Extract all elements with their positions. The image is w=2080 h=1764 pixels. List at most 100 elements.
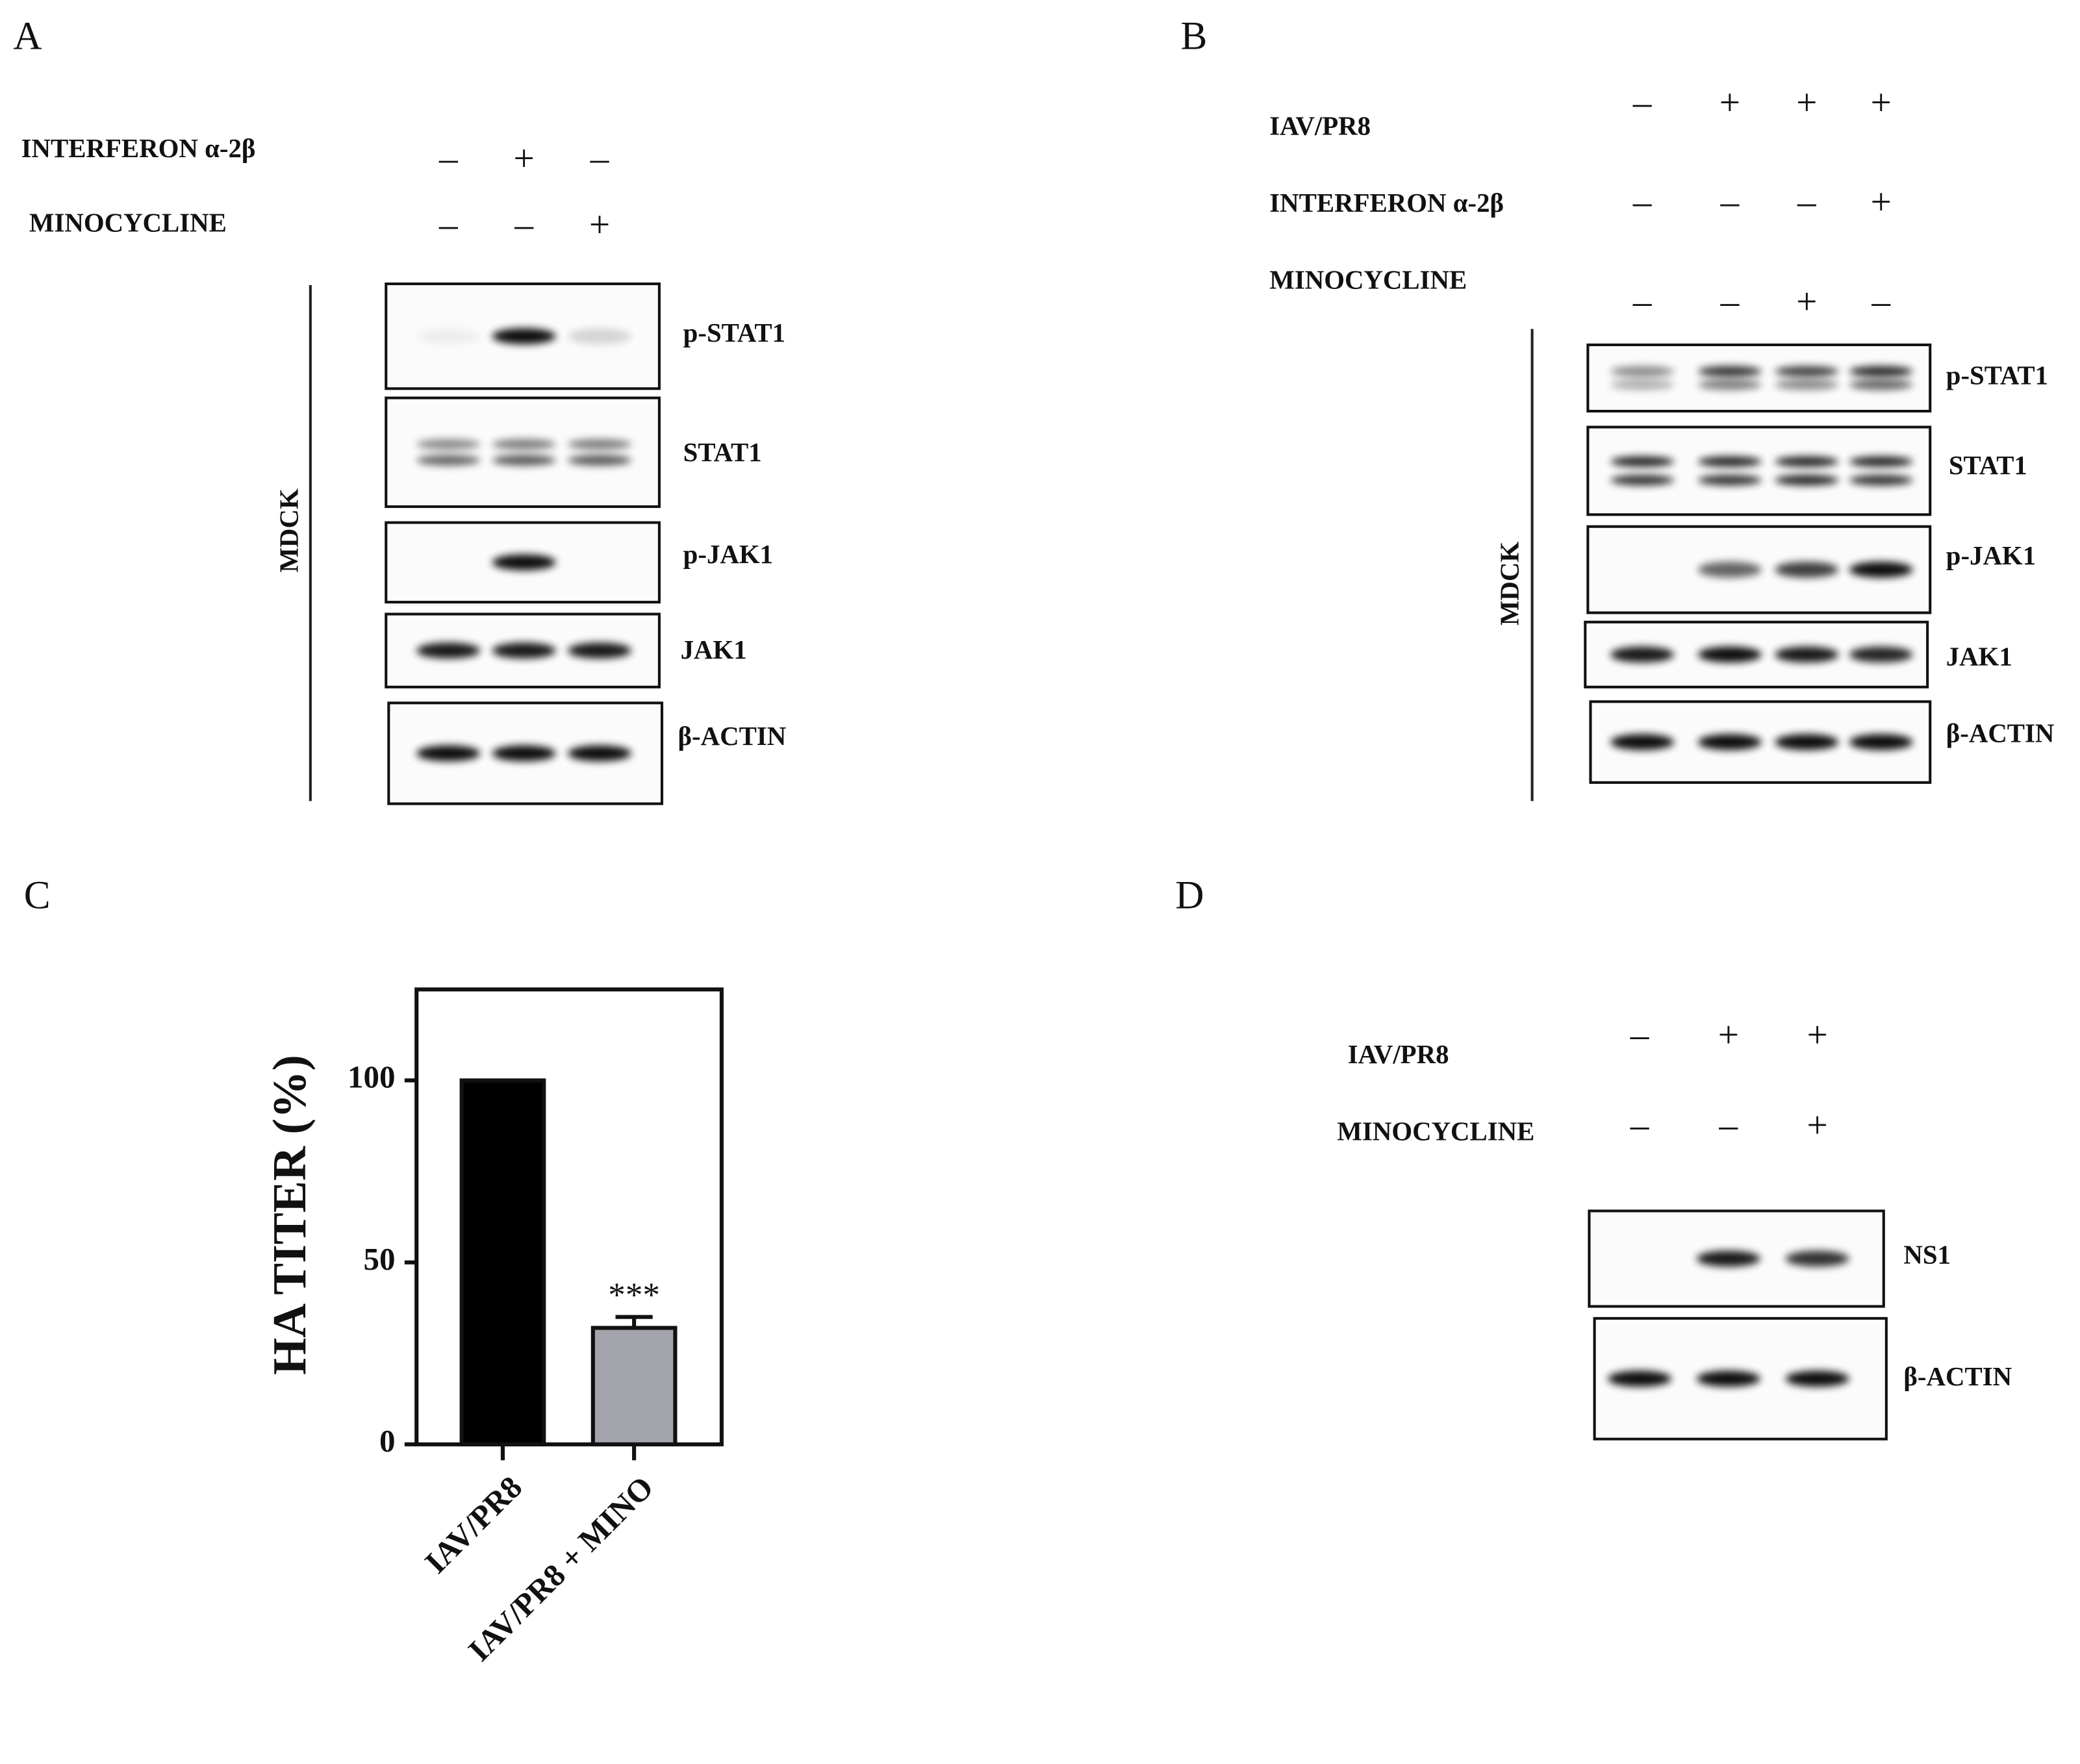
- blot: [1586, 425, 1932, 516]
- band: [1775, 646, 1839, 663]
- treatment-sign: –: [590, 138, 609, 179]
- band: [492, 642, 556, 659]
- treatment-sign: –: [438, 138, 458, 179]
- treatment-sign: –: [1797, 182, 1816, 223]
- band: [1849, 366, 1913, 377]
- band: [1610, 379, 1675, 390]
- treatment-sign: +: [1807, 1014, 1828, 1055]
- blot: [385, 521, 661, 604]
- blot-label: STAT1: [1949, 451, 2027, 480]
- band: [1697, 366, 1762, 377]
- blot-label: STAT1: [683, 438, 762, 467]
- band: [1775, 734, 1839, 750]
- treatment-sign: +: [1807, 1105, 1828, 1146]
- treatment-sign: –: [1720, 281, 1740, 322]
- treatment-sign: –: [1720, 182, 1740, 223]
- band: [416, 328, 481, 344]
- blot-label: p-JAK1: [1946, 541, 2036, 570]
- cell-line-label: MDCK: [1495, 542, 1524, 626]
- treatment-sign: +: [589, 204, 610, 245]
- treatment-sign: +: [1796, 82, 1817, 123]
- treatment-sign: –: [1719, 1105, 1738, 1146]
- treatment-sign: +: [1796, 281, 1817, 322]
- band: [1849, 456, 1913, 467]
- band: [1849, 561, 1913, 578]
- y-tick-label: 100: [348, 1059, 396, 1095]
- band: [568, 642, 632, 659]
- band: [1775, 379, 1839, 390]
- blot-frame: [1586, 425, 1932, 516]
- treatment-sign: –: [514, 204, 533, 245]
- treatment-label: INTERFERON α-2β: [1269, 188, 1504, 218]
- blot-label: β-ACTIN: [1903, 1362, 2012, 1391]
- panel-label: C: [24, 874, 51, 918]
- blot-label: β-ACTIN: [1946, 719, 2055, 748]
- band: [1610, 366, 1675, 377]
- treatment-sign: +: [1871, 82, 1892, 123]
- blot: [1589, 700, 1932, 784]
- blot: [385, 282, 661, 390]
- band: [1775, 475, 1839, 486]
- band: [1849, 734, 1913, 750]
- blot: [1586, 343, 1932, 413]
- band: [1697, 379, 1762, 390]
- treatment-sign: +: [1719, 82, 1740, 123]
- band: [1608, 1370, 1672, 1387]
- treatment-label: IAV/PR8: [1269, 111, 1371, 140]
- blot-label: β-ACTIN: [678, 722, 787, 751]
- bar: [459, 1078, 546, 1446]
- band: [568, 328, 632, 344]
- treatment-label: MINOCYCLINE: [1337, 1116, 1534, 1146]
- band: [1849, 379, 1913, 390]
- band: [1696, 1370, 1760, 1387]
- band: [568, 438, 632, 450]
- treatment-sign: –: [1630, 1105, 1649, 1146]
- blot-label: JAK1: [681, 635, 747, 664]
- blot-frame: [385, 396, 661, 509]
- band: [1610, 646, 1675, 663]
- band: [1610, 475, 1675, 486]
- band: [416, 455, 481, 466]
- band: [416, 642, 481, 659]
- treatment-sign: –: [1630, 1014, 1649, 1055]
- cell-line-label: MDCK: [275, 488, 304, 573]
- band: [1697, 561, 1762, 578]
- band: [568, 745, 632, 762]
- treatment-sign: –: [1632, 82, 1652, 123]
- treatment-sign: –: [1632, 281, 1652, 322]
- band: [492, 438, 556, 450]
- x-tick-label: IAV/PR8: [418, 1469, 529, 1580]
- bar: [590, 1326, 678, 1446]
- band: [1610, 456, 1675, 467]
- band: [1775, 456, 1839, 467]
- significance-label: ***: [608, 1276, 660, 1314]
- band: [416, 745, 481, 762]
- blot-label: NS1: [1903, 1240, 1951, 1269]
- treatment-sign: –: [438, 204, 458, 245]
- treatment-label: MINOCYCLINE: [29, 208, 227, 238]
- treatment-sign: +: [514, 138, 535, 179]
- treatment-sign: +: [1871, 182, 1892, 223]
- y-tick-label: 0: [379, 1423, 396, 1459]
- blot: [1588, 1209, 1885, 1308]
- treatment-sign: –: [1871, 281, 1890, 322]
- band: [492, 745, 556, 762]
- band: [1696, 1250, 1760, 1267]
- band: [1610, 734, 1675, 750]
- y-tick-label: 50: [364, 1241, 396, 1277]
- band: [416, 438, 481, 450]
- blot: [1586, 525, 1932, 614]
- panel-label: D: [1175, 874, 1204, 918]
- blot-label: JAK1: [1946, 642, 2012, 671]
- blot: [387, 701, 664, 805]
- panel-label: B: [1180, 14, 1207, 58]
- treatment-label: IAV/PR8: [1348, 1040, 1449, 1069]
- blot: [1584, 620, 1929, 688]
- blot: [385, 396, 661, 509]
- band: [492, 328, 556, 344]
- treatment-label: INTERFERON α-2β: [21, 134, 256, 163]
- band: [1697, 456, 1762, 467]
- band: [1785, 1250, 1849, 1267]
- band: [1697, 734, 1762, 750]
